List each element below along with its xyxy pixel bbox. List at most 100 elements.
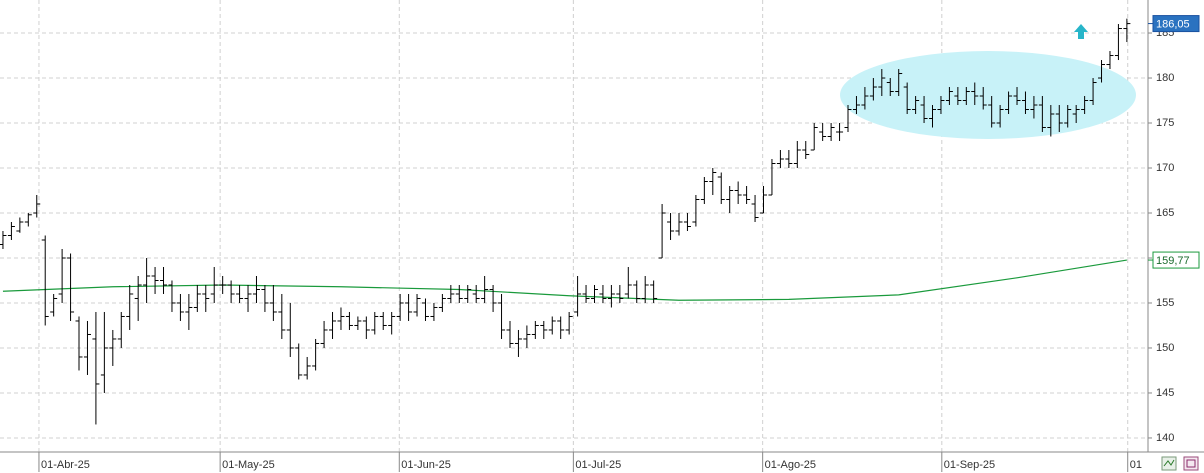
ohlc-bar bbox=[100, 311, 108, 393]
ohlc-bar bbox=[312, 338, 320, 371]
ohlc-bar bbox=[912, 96, 920, 115]
y-tick-label: 155 bbox=[1156, 297, 1174, 309]
ohlc-bar bbox=[945, 87, 953, 106]
ohlc-bar bbox=[75, 316, 83, 371]
ohlc-bar bbox=[819, 123, 827, 142]
ohlc-bar bbox=[869, 78, 877, 101]
ohlc-bar bbox=[193, 284, 201, 312]
ohlc-bar bbox=[58, 248, 66, 303]
ohlc-bar bbox=[438, 293, 446, 312]
ohlc-bar bbox=[903, 82, 911, 115]
ohlc-bar bbox=[92, 311, 100, 425]
ohlc-bar bbox=[1005, 91, 1013, 115]
ohlc-bar bbox=[176, 293, 184, 321]
ohlc-bar bbox=[160, 266, 168, 294]
ohlc-bar bbox=[574, 275, 582, 317]
x-tick-label: 01-May-25 bbox=[222, 459, 275, 471]
ohlc-bar bbox=[1123, 18, 1131, 43]
ohlc-bar bbox=[1047, 105, 1055, 137]
ohlc-bar bbox=[117, 311, 125, 348]
ohlc-bar bbox=[396, 293, 404, 321]
ohlc-bar bbox=[844, 105, 852, 133]
ohlc-bar bbox=[700, 177, 708, 204]
ohlc-bar bbox=[83, 320, 91, 375]
ohlc-bar bbox=[210, 266, 218, 303]
ohlc-bar bbox=[1021, 91, 1029, 115]
ohlc-bar bbox=[971, 82, 979, 106]
ohlc-bar bbox=[709, 168, 717, 195]
ohlc-bar bbox=[633, 280, 641, 303]
ohlc-bar bbox=[667, 212, 675, 240]
ohlc-bar bbox=[481, 275, 489, 303]
save-button[interactable] bbox=[1183, 456, 1199, 471]
ohlc-bar bbox=[278, 293, 286, 339]
ohlc-bar bbox=[329, 311, 337, 339]
ohlc-bar bbox=[861, 87, 869, 110]
ohlc-bar bbox=[489, 284, 497, 312]
ohlc-bar bbox=[624, 266, 632, 299]
y-tick-label: 170 bbox=[1156, 162, 1174, 174]
ohlc-bar bbox=[607, 284, 615, 308]
ohlc-bar bbox=[303, 356, 311, 380]
ohlc-bar bbox=[16, 217, 24, 233]
ohlc-bar bbox=[1072, 105, 1080, 124]
ohlc-bar bbox=[683, 212, 691, 231]
x-tick-label: 01-Jun-25 bbox=[401, 459, 451, 471]
ohlc-bar bbox=[0, 230, 7, 249]
ohlc-bar bbox=[67, 253, 75, 321]
ohlc-bar bbox=[337, 307, 345, 330]
ohlc-bar bbox=[717, 172, 725, 204]
ohlc-bar bbox=[421, 298, 429, 321]
price-tag bbox=[1152, 251, 1200, 269]
ohlc-bar bbox=[810, 123, 818, 151]
save-icon bbox=[1186, 459, 1196, 468]
y-tick-label: 145 bbox=[1156, 387, 1174, 399]
ohlc-bar bbox=[236, 284, 244, 303]
ohlc-bar bbox=[886, 78, 894, 97]
ohlc-bar bbox=[1064, 105, 1072, 128]
ohlc-bar bbox=[151, 266, 159, 294]
axis-layer: 14014515015516016517017518018501-Abr-250… bbox=[38, 15, 1200, 472]
ohlc-bar bbox=[1106, 51, 1114, 70]
ohlc-bar bbox=[514, 329, 522, 357]
ohlc-bar bbox=[227, 280, 235, 303]
ohlc-bar bbox=[582, 284, 590, 303]
ohlc-bar bbox=[1114, 24, 1122, 61]
ohlc-bar bbox=[109, 329, 117, 366]
ohlc-bar bbox=[802, 141, 810, 160]
x-tick-label: 01-Ago-25 bbox=[765, 459, 816, 471]
ohlc-bar bbox=[362, 316, 370, 339]
ohlc-bar bbox=[641, 275, 649, 303]
x-tick-label: 01 bbox=[1130, 459, 1142, 471]
ohlc-bar bbox=[405, 293, 413, 321]
ohlc-bar bbox=[506, 320, 514, 348]
ohlc-bar bbox=[996, 105, 1004, 128]
ohlc-bar bbox=[1089, 78, 1097, 106]
x-tick-label: 01-Jul-25 bbox=[575, 459, 621, 471]
ohlc-bar bbox=[540, 320, 548, 339]
ohlc-bar bbox=[41, 235, 49, 326]
ohlc-bar bbox=[675, 212, 683, 236]
ohlc-bar bbox=[590, 284, 598, 303]
up-arrow bbox=[1074, 24, 1088, 39]
ohlc-bar bbox=[33, 194, 41, 218]
ohlc-bar bbox=[371, 311, 379, 335]
y-tick-label: 165 bbox=[1156, 207, 1174, 219]
zoom-button[interactable] bbox=[1161, 456, 1177, 471]
ohlc-bar bbox=[616, 284, 624, 303]
ohlc-bar bbox=[776, 150, 784, 169]
ohlc-bar bbox=[531, 320, 539, 339]
moving-average bbox=[2, 259, 1127, 301]
ohlc-bar bbox=[937, 96, 945, 115]
ohlc-bar bbox=[345, 311, 353, 330]
ohlc-bar bbox=[650, 280, 658, 303]
ohlc-bar bbox=[320, 320, 328, 348]
ohlc-bar bbox=[219, 275, 227, 294]
ohlc-bar bbox=[1081, 96, 1089, 115]
ohlc-bar bbox=[286, 302, 294, 357]
ohlc-bar bbox=[1038, 96, 1046, 133]
ohlc-bar bbox=[760, 186, 768, 214]
ohlc-bar bbox=[878, 69, 886, 97]
ohlc-bar bbox=[785, 150, 793, 169]
